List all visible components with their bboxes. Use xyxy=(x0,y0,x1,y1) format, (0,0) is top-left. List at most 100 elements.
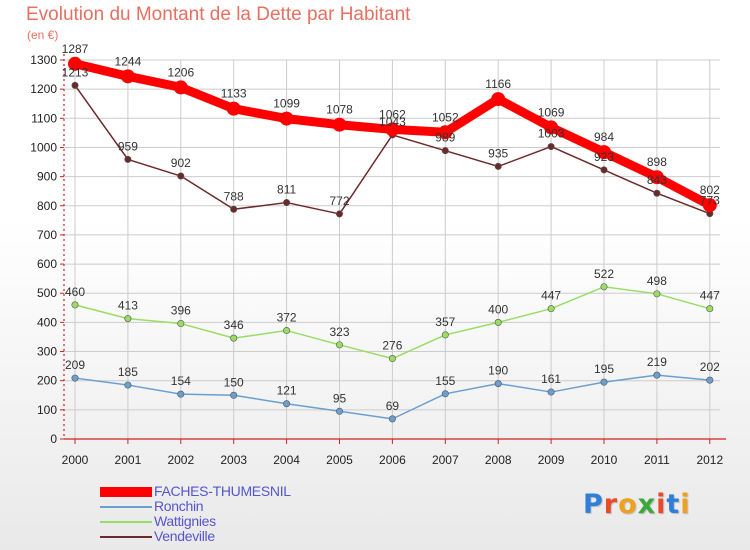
data-label: 498 xyxy=(647,274,667,288)
data-label: 773 xyxy=(700,194,720,208)
data-point xyxy=(494,162,502,170)
data-label: 154 xyxy=(171,374,191,388)
y-unit-label: (en €) xyxy=(27,28,59,42)
data-label: 95 xyxy=(333,391,347,405)
data-point xyxy=(177,390,185,398)
data-label: 219 xyxy=(647,355,667,369)
data-point xyxy=(544,120,559,135)
data-point xyxy=(600,283,608,291)
data-point xyxy=(441,331,449,339)
data-point xyxy=(279,111,294,126)
data-label: 372 xyxy=(277,311,297,325)
legend-label: Wattignies xyxy=(154,513,216,529)
legend-swatch xyxy=(100,521,152,523)
data-point xyxy=(124,155,132,163)
data-label: 811 xyxy=(277,183,296,197)
data-label: 121 xyxy=(277,384,297,398)
data-point xyxy=(332,117,347,132)
data-label: 1133 xyxy=(221,87,247,101)
data-label: 276 xyxy=(382,339,402,353)
data-point xyxy=(335,210,343,218)
data-label: 1206 xyxy=(167,65,194,79)
y-tick-label: 700 xyxy=(37,228,57,242)
data-point xyxy=(494,380,502,388)
data-point xyxy=(494,318,502,326)
data-point xyxy=(230,391,238,399)
data-label: 323 xyxy=(329,325,349,339)
logo-letter: i xyxy=(680,489,691,520)
data-point xyxy=(388,415,396,423)
data-point xyxy=(702,198,717,213)
x-tick-label: 2009 xyxy=(538,453,565,467)
data-label: 923 xyxy=(594,150,614,164)
x-tick-label: 2011 xyxy=(644,453,670,467)
x-tick-label: 2012 xyxy=(696,453,723,467)
data-label: 155 xyxy=(435,374,455,388)
x-tick-label: 2010 xyxy=(591,453,618,467)
data-label: 400 xyxy=(488,302,508,316)
data-label: 396 xyxy=(171,304,191,318)
data-label: 346 xyxy=(224,318,244,332)
y-tick-label: 1100 xyxy=(31,111,57,125)
data-point xyxy=(653,290,661,298)
data-point xyxy=(653,189,661,197)
data-label: 1062 xyxy=(379,107,406,121)
data-point xyxy=(597,145,611,160)
logo-letter: t xyxy=(666,489,681,520)
data-label: 1244 xyxy=(115,54,142,68)
data-point xyxy=(600,166,608,174)
data-point xyxy=(71,81,79,89)
data-label: 447 xyxy=(700,289,720,303)
data-label: 522 xyxy=(594,267,614,281)
data-label-layer: 209 185 154 150 121 95 69 155 190 161 195 219 202 460… xyxy=(62,42,720,413)
data-label: 989 xyxy=(435,131,455,145)
data-point xyxy=(173,80,188,95)
data-point xyxy=(283,199,291,207)
data-point xyxy=(230,334,238,342)
data-point xyxy=(600,378,608,386)
data-label: 1052 xyxy=(432,110,459,124)
data-label: 898 xyxy=(647,155,667,169)
legend-label: Ronchin xyxy=(154,498,204,514)
data-label: 150 xyxy=(224,375,244,389)
data-label: 1287 xyxy=(62,42,89,56)
data-label: 843 xyxy=(647,173,667,187)
data-point xyxy=(491,92,506,107)
data-label: 935 xyxy=(488,146,508,160)
data-label: 1078 xyxy=(326,103,353,117)
x-tick-label: 2007 xyxy=(432,453,459,467)
y-tick-label: 800 xyxy=(37,199,57,213)
legend-swatch xyxy=(100,536,152,538)
x-tick-label: 2006 xyxy=(379,453,406,467)
data-label: 788 xyxy=(224,189,244,203)
data-point xyxy=(226,101,241,116)
data-label: 1166 xyxy=(485,77,511,91)
y-tick-label: 500 xyxy=(37,286,57,300)
y-tick-label: 900 xyxy=(37,170,57,184)
y-tick-label: 400 xyxy=(37,315,57,329)
y-tick-label: 600 xyxy=(37,257,57,271)
x-tick-label: 2004 xyxy=(273,453,300,467)
data-label: 959 xyxy=(118,139,138,153)
x-tick-label: 2002 xyxy=(167,453,194,467)
logo-letter: P xyxy=(583,489,604,520)
data-label: 1213 xyxy=(62,65,89,79)
data-point xyxy=(441,390,449,398)
data-point xyxy=(283,400,291,408)
data-label: 69 xyxy=(386,399,400,413)
data-point xyxy=(335,407,343,415)
proxiti-logo: Proxiti xyxy=(583,489,691,520)
series-layer xyxy=(68,56,717,423)
data-label: 1069 xyxy=(538,105,565,119)
data-label: 185 xyxy=(118,365,138,379)
data-label: 1003 xyxy=(538,127,565,141)
data-point xyxy=(438,125,453,140)
x-tick-label: 2008 xyxy=(485,453,512,467)
x-tick-label: 2000 xyxy=(62,453,89,467)
legend-label: FACHES-THUMESNIL xyxy=(154,483,291,499)
y-tick-label: 1300 xyxy=(30,53,57,67)
data-point xyxy=(547,143,555,151)
legend-swatch xyxy=(100,487,152,497)
